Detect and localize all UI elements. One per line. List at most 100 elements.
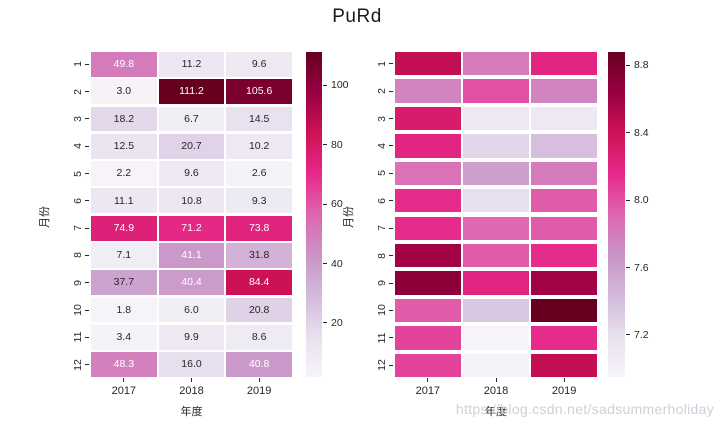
- heatmap-cell: [531, 271, 597, 295]
- cell-value: 6.0: [184, 303, 199, 316]
- colorbar-tick-mark: [626, 199, 630, 201]
- colorbar-tick-mark: [626, 132, 630, 134]
- colorbar-tick-mark: [626, 64, 630, 66]
- x-tick-mark: [123, 378, 125, 382]
- heatmap-cell: 74.9: [91, 215, 157, 241]
- cell-value: 48.3: [113, 358, 135, 371]
- cell-value: 10.2: [248, 140, 270, 153]
- x-tick-label: 2018: [483, 385, 509, 397]
- x-tick-mark: [495, 378, 497, 382]
- heatmap-cell: [531, 216, 597, 240]
- y-tick-mark: [85, 118, 89, 120]
- heatmap-cell: [463, 326, 529, 350]
- x-tick-label: 2017: [415, 385, 441, 397]
- heatmap-cell: 49.8: [91, 52, 157, 77]
- heatmap-cell: [395, 161, 461, 186]
- heatmap-cell: 3.4: [91, 324, 157, 350]
- figure-title: PuRd: [332, 6, 382, 27]
- heatmap-cell: 10.2: [226, 133, 292, 159]
- y-tick-label: 3: [376, 115, 388, 122]
- heatmap-cell: 9.6: [226, 52, 292, 77]
- heatmap-cell: [531, 52, 597, 76]
- heatmap-cell: [463, 298, 529, 323]
- cell-value: 18.2: [113, 112, 135, 125]
- cell-value: 3.4: [116, 331, 132, 344]
- colorbar-tick-label: 80: [331, 138, 343, 151]
- heatmap-cell: 2.6: [226, 161, 292, 186]
- heatmap-cell: 37.7: [91, 270, 157, 296]
- cell-value: 8.6: [251, 331, 267, 344]
- cell-value: 20.7: [181, 140, 202, 153]
- cell-value: 3.0: [116, 85, 132, 98]
- y-tick-mark: [389, 337, 393, 339]
- heatmap-cell: 18.2: [91, 106, 157, 132]
- heatmap-cell: [395, 52, 461, 76]
- heatmap-cell: 3.0: [91, 79, 157, 105]
- heatmap-cell: [531, 353, 597, 377]
- heatmap-cell: 12.5: [91, 133, 157, 159]
- heatmap-cell: 105.6: [226, 79, 292, 105]
- y-tick-label: 11: [72, 331, 84, 343]
- y-tick-mark: [389, 63, 393, 65]
- heatmap-cell: [395, 106, 461, 131]
- heatmap-cell: [395, 353, 461, 377]
- cell-value: 7.1: [116, 249, 132, 262]
- cell-value: 2.2: [116, 167, 132, 180]
- y-tick-label: 2: [376, 88, 388, 95]
- cell-value: 74.9: [113, 221, 135, 234]
- colorbar-tick-mark: [323, 203, 327, 205]
- colorbar-tick-label: 40: [331, 257, 343, 270]
- y-tick-mark: [85, 145, 89, 147]
- cell-value: 31.8: [248, 249, 270, 262]
- cell-value: 6.7: [184, 112, 199, 125]
- colorbar-tick-label: 100: [331, 79, 349, 92]
- y-tick-mark: [389, 255, 393, 257]
- colorbar-tick-mark: [323, 263, 327, 265]
- heatmap-cell: [531, 243, 597, 268]
- y-tick-mark: [389, 309, 393, 311]
- cell-value: 1.8: [116, 303, 132, 316]
- heatmap-cell: [395, 298, 461, 323]
- y-tick-label: 5: [72, 170, 84, 177]
- cell-value: 9.3: [251, 194, 267, 207]
- heatmap-cell: 84.4: [226, 270, 292, 296]
- colorbar-tick-mark: [323, 144, 327, 146]
- heatmap-cell: 11.2: [158, 52, 225, 77]
- y-tick-label: 10: [72, 304, 84, 316]
- heatmap-cell: [395, 79, 461, 103]
- heatmap-cell: [463, 353, 529, 377]
- x-tick-mark: [191, 378, 192, 382]
- y-tick-label: 9: [376, 280, 388, 286]
- y-tick-label: 1: [72, 61, 84, 68]
- cell-value: 12.5: [113, 140, 135, 153]
- y-tick-label: 8: [376, 252, 388, 259]
- y-tick-mark: [389, 282, 393, 284]
- colorbar: [608, 52, 625, 377]
- y-tick-label: 8: [72, 252, 84, 259]
- y-tick-mark: [389, 145, 393, 147]
- y-tick-label: 7: [72, 225, 84, 232]
- heatmap-cell: [463, 106, 529, 131]
- colorbar-tick-mark: [626, 334, 630, 336]
- y-tick-label: 11: [376, 332, 388, 344]
- y-tick-mark: [85, 200, 89, 202]
- cell-value: 10.8: [181, 194, 202, 207]
- y-tick-mark: [389, 227, 393, 229]
- heatmap-cell: [463, 134, 529, 158]
- heatmap-cell: 40.8: [226, 352, 292, 377]
- colorbar-tick-label: 20: [331, 316, 343, 329]
- heatmap-cell: [463, 161, 529, 186]
- x-tick-label: 2019: [551, 385, 577, 397]
- x-axis-label: 年度: [485, 406, 507, 418]
- heatmap-cell: [463, 216, 529, 240]
- x-tick-mark: [258, 378, 260, 382]
- heatmap-cell: 9.6: [158, 161, 225, 186]
- heatmap-cell: [463, 52, 529, 76]
- heatmap-cell: 9.9: [158, 324, 225, 350]
- cell-value: 11.1: [113, 194, 134, 207]
- heatmap-cell: [395, 271, 461, 295]
- x-tick-label: 2017: [111, 385, 137, 397]
- y-tick-mark: [85, 336, 89, 338]
- heatmap-cell: 31.8: [226, 243, 292, 268]
- y-tick-label: 12: [72, 358, 84, 371]
